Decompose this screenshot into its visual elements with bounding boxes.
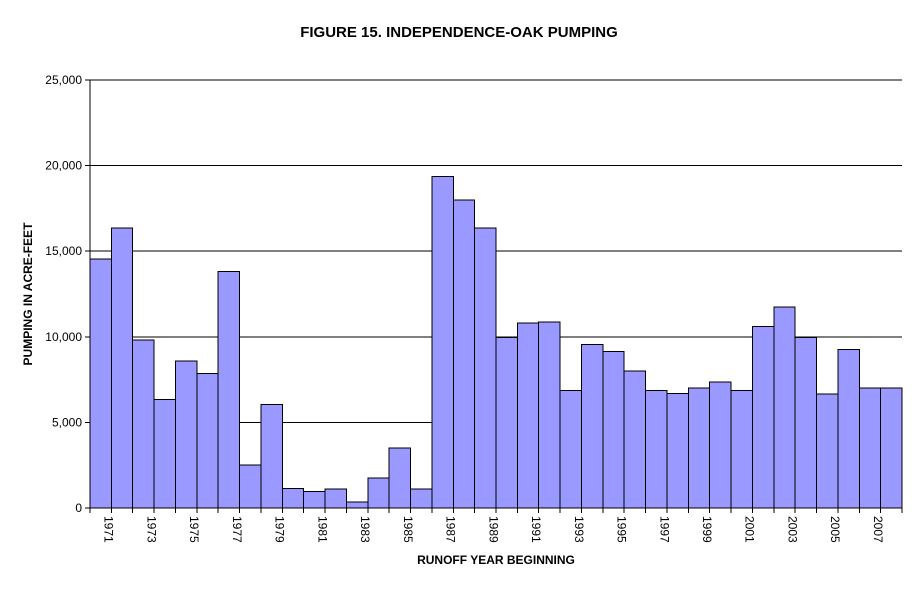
x-tick-label-1975: 1975 [187, 516, 201, 543]
bar-2008 [880, 387, 903, 509]
bars [89, 176, 903, 509]
bar-1983 [345, 501, 369, 509]
y-tick-label-3: 15,000 [45, 244, 82, 258]
bar-1972 [110, 227, 134, 509]
x-tick-label-1971: 1971 [102, 516, 116, 543]
bar-2005 [816, 393, 839, 509]
bar-1971 [89, 258, 112, 509]
bar-1995 [602, 350, 625, 509]
bar-1999 [687, 387, 711, 509]
y-tick-label-2: 10,000 [45, 330, 82, 344]
bar-1998 [666, 392, 689, 509]
bar-1979 [260, 403, 283, 509]
x-tick-label-1989: 1989 [486, 516, 500, 543]
x-tick-label-1985: 1985 [401, 516, 415, 543]
bar-2004 [794, 337, 818, 509]
x-axis-title: RUNOFF YEAR BEGINNING [417, 553, 575, 567]
bar-2007 [858, 387, 882, 509]
bar-2002 [751, 326, 775, 509]
bar-1994 [580, 344, 604, 509]
bar-1988 [452, 199, 476, 509]
bar-1982 [324, 488, 347, 509]
y-tick-label-5: 25,000 [45, 73, 82, 87]
bar-2003 [773, 306, 796, 509]
x-tick-label-1979: 1979 [273, 516, 287, 543]
x-tick-label-1973: 1973 [144, 516, 158, 543]
bar-1993 [559, 390, 582, 509]
y-axis-title: PUMPING IN ACRE-FEET [21, 222, 35, 366]
x-tick-label-1983: 1983 [358, 516, 372, 543]
x-tick-label-1977: 1977 [230, 516, 244, 543]
bar-1980 [281, 487, 305, 509]
bar-1984 [367, 477, 390, 509]
bar-1981 [303, 491, 326, 509]
x-tick-label-1997: 1997 [657, 516, 671, 543]
y-tick-label-1: 5,000 [52, 415, 82, 429]
bar-1992 [538, 321, 561, 509]
bar-1973 [132, 339, 155, 509]
bar-1991 [516, 322, 540, 509]
bar-2006 [837, 349, 860, 509]
bar-1986 [410, 488, 433, 509]
bar-1977 [217, 271, 241, 509]
bar-1974 [153, 398, 176, 509]
bar-1997 [645, 390, 668, 509]
x-tick-label-1999: 1999 [700, 516, 714, 543]
x-tick-label-1995: 1995 [615, 516, 629, 543]
x-tick-label-2001: 2001 [743, 516, 757, 543]
bar-2000 [709, 381, 732, 509]
axes [85, 79, 903, 513]
bar-2001 [730, 390, 753, 509]
bar-1996 [623, 370, 647, 509]
y-tick-label-0: 0 [75, 501, 82, 515]
x-tick-label-1991: 1991 [529, 516, 543, 543]
x-tick-label-1993: 1993 [572, 516, 586, 543]
y-tick-labels: 0 5,000 10,000 15,000 20,000 25,000 [45, 73, 82, 515]
bar-1985 [388, 447, 412, 509]
x-tick-label-2005: 2005 [828, 516, 842, 543]
bar-1978 [239, 464, 262, 509]
chart-title: FIGURE 15. INDEPENDENCE-OAK PUMPING [300, 24, 618, 41]
x-tick-label-1987: 1987 [444, 516, 458, 543]
x-tick-label-1981: 1981 [315, 516, 329, 543]
x-tick-labels: 1971 1973 1975 1977 1979 1981 1983 1985 1987 1989… [102, 516, 885, 543]
bar-1976 [196, 373, 219, 509]
x-tick-label-2007: 2007 [871, 516, 885, 543]
bar-1975 [174, 360, 198, 509]
y-tick-label-4: 20,000 [45, 159, 82, 173]
x-tick-label-2003: 2003 [785, 516, 799, 543]
bar-1987 [431, 176, 454, 509]
bar-1990 [495, 337, 518, 509]
bar-1989 [474, 227, 497, 509]
